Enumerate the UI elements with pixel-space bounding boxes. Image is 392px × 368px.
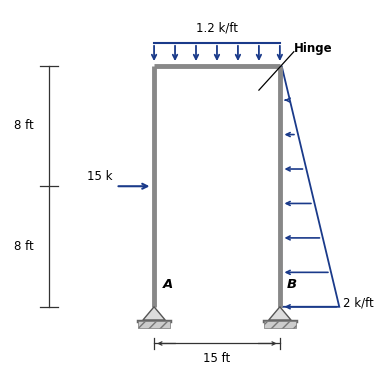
Polygon shape: [269, 307, 291, 320]
Text: 15 ft: 15 ft: [203, 352, 230, 365]
Bar: [264, 322, 296, 329]
Text: A: A: [163, 278, 173, 291]
Text: B: B: [287, 278, 297, 291]
Bar: [138, 322, 170, 329]
Polygon shape: [143, 307, 165, 320]
Text: 8 ft: 8 ft: [14, 240, 33, 253]
Text: 2 k/ft: 2 k/ft: [343, 297, 374, 310]
Text: Hinge: Hinge: [294, 42, 332, 55]
Text: 15 k: 15 k: [87, 170, 112, 183]
Text: 8 ft: 8 ft: [14, 120, 33, 132]
Text: 1.2 k/ft: 1.2 k/ft: [196, 21, 238, 34]
